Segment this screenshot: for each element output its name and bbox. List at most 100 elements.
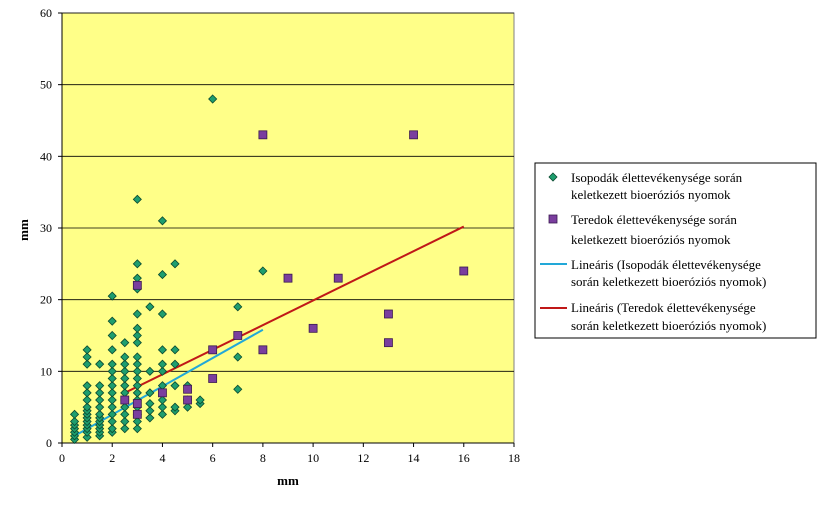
isopoda-point [157, 402, 168, 412]
teredo-point [120, 395, 130, 405]
x-tick-label: 12 [357, 451, 369, 465]
x-tick-label: 2 [109, 451, 115, 465]
isopoda-point [233, 302, 243, 312]
isopoda-point [107, 395, 117, 405]
x-tick-label: 16 [458, 451, 470, 465]
isopoda-point [107, 388, 117, 398]
isopoda-point [132, 309, 142, 319]
isopoda-point [107, 381, 117, 391]
isopoda-point [107, 409, 117, 419]
isopoda-point [120, 359, 130, 369]
isopoda-point [120, 416, 130, 427]
gridlines [62, 12, 514, 372]
isopoda-point [120, 381, 130, 391]
teredo-point [132, 409, 142, 419]
legend-label-isopoda-line2: keletkezett bioeróziós nyomok [571, 187, 731, 202]
legend-label-teredo-trend-line2: során keletkezett bioeróziós nyomok) [571, 318, 766, 333]
isopoda-point [120, 373, 130, 384]
teredo-point [183, 384, 192, 394]
legend-marker-teredo [548, 214, 558, 224]
isopoda-point [145, 366, 155, 376]
teredo-point [258, 345, 268, 355]
isopoda-point [132, 359, 142, 369]
legend: Isopodák élettevékenysége során keletkez… [534, 162, 817, 339]
teredo-point [283, 273, 293, 283]
isopoda-point [170, 381, 180, 391]
teredo-point [233, 331, 243, 340]
isopoda-point [157, 366, 168, 376]
legend-label-isopoda-trend-line1: Lineáris (Isopodák élettevékenysége [571, 257, 761, 272]
isopoda-point [95, 359, 105, 369]
isopoda-point [182, 402, 193, 412]
teredo-point [132, 399, 142, 408]
isopoda-point [82, 381, 92, 391]
x-tick-label: 14 [408, 451, 420, 465]
isopoda-point [95, 395, 105, 405]
isopoda-point [107, 359, 117, 369]
legend-label-isopoda-trend-line2: során keletkezett bioeróziós nyomok) [571, 274, 766, 289]
isopoda-point [157, 409, 168, 419]
legend-label-teredo-line2: keletkezett bioeróziós nyomok [571, 232, 731, 247]
isopoda-point [95, 388, 105, 398]
isopoda-point [82, 402, 92, 412]
legend-label-isopoda-line1: Isopodák élettevékenysége során [571, 170, 743, 185]
isopoda-point [145, 302, 155, 312]
isopoda-point [157, 270, 168, 280]
isopoda-point [132, 259, 142, 269]
isopoda-point [107, 416, 117, 427]
teredo-point [308, 323, 318, 333]
teredo-point [208, 345, 218, 355]
isopoda-point [170, 345, 180, 355]
isopoda-point [233, 384, 243, 394]
y-tick-label: 0 [46, 436, 52, 450]
y-tick-label: 40 [40, 149, 52, 163]
trendlines [74, 225, 465, 437]
isopoda-point [132, 381, 142, 391]
legend-box [534, 162, 817, 339]
isopoda-point [145, 388, 155, 398]
legend-marker-isopoda [548, 172, 558, 182]
teredo-point [384, 309, 393, 319]
isopoda-point [157, 309, 168, 319]
isopoda-point [120, 366, 130, 376]
isopoda-point [82, 345, 92, 355]
x-tick-label: 18 [508, 451, 520, 465]
y-axis-title: mm [16, 219, 31, 241]
isopoda-point [69, 409, 80, 419]
isopoda-point [233, 352, 243, 362]
isopoda-point [120, 338, 130, 348]
axes: 0 10 20 30 40 50 60 0 2 4 6 8 10 12 14 16 18 [40, 6, 520, 465]
isopoda-point [107, 316, 117, 326]
teredo-point [384, 338, 393, 348]
isopoda-point [132, 424, 142, 434]
isopoda-point [95, 409, 105, 419]
isopoda-point [132, 323, 142, 333]
isopoda-point [82, 352, 92, 362]
teredo-trendline [124, 225, 465, 394]
y-tick-label: 30 [40, 221, 52, 235]
x-tick-label: 6 [210, 451, 216, 465]
isopoda-point [107, 424, 117, 434]
isopoda-point [107, 373, 117, 384]
isopoda-point [145, 413, 155, 423]
isopoda-point [145, 399, 155, 409]
isopoda-point [145, 406, 155, 416]
legend-label-teredo-line1: Teredok élettevékenysége során [571, 212, 737, 227]
isopoda-point [82, 359, 92, 369]
isopoda-point [120, 409, 130, 419]
isopoda-point [120, 424, 130, 434]
isopoda-point [132, 388, 142, 398]
teredo-point [132, 280, 142, 290]
y-tick-label: 10 [40, 364, 52, 378]
isopoda-point [157, 395, 168, 405]
isopoda-point [157, 359, 168, 369]
isopoda-point [132, 194, 142, 204]
isopoda-point [195, 395, 205, 405]
teredo-point [258, 130, 268, 140]
isopoda-point [82, 432, 92, 442]
isopoda-point [82, 388, 92, 398]
teredo-point [333, 273, 343, 283]
legend-label-teredo-trend-line1: Lineáris (Teredok élettevékenysége [571, 300, 756, 315]
